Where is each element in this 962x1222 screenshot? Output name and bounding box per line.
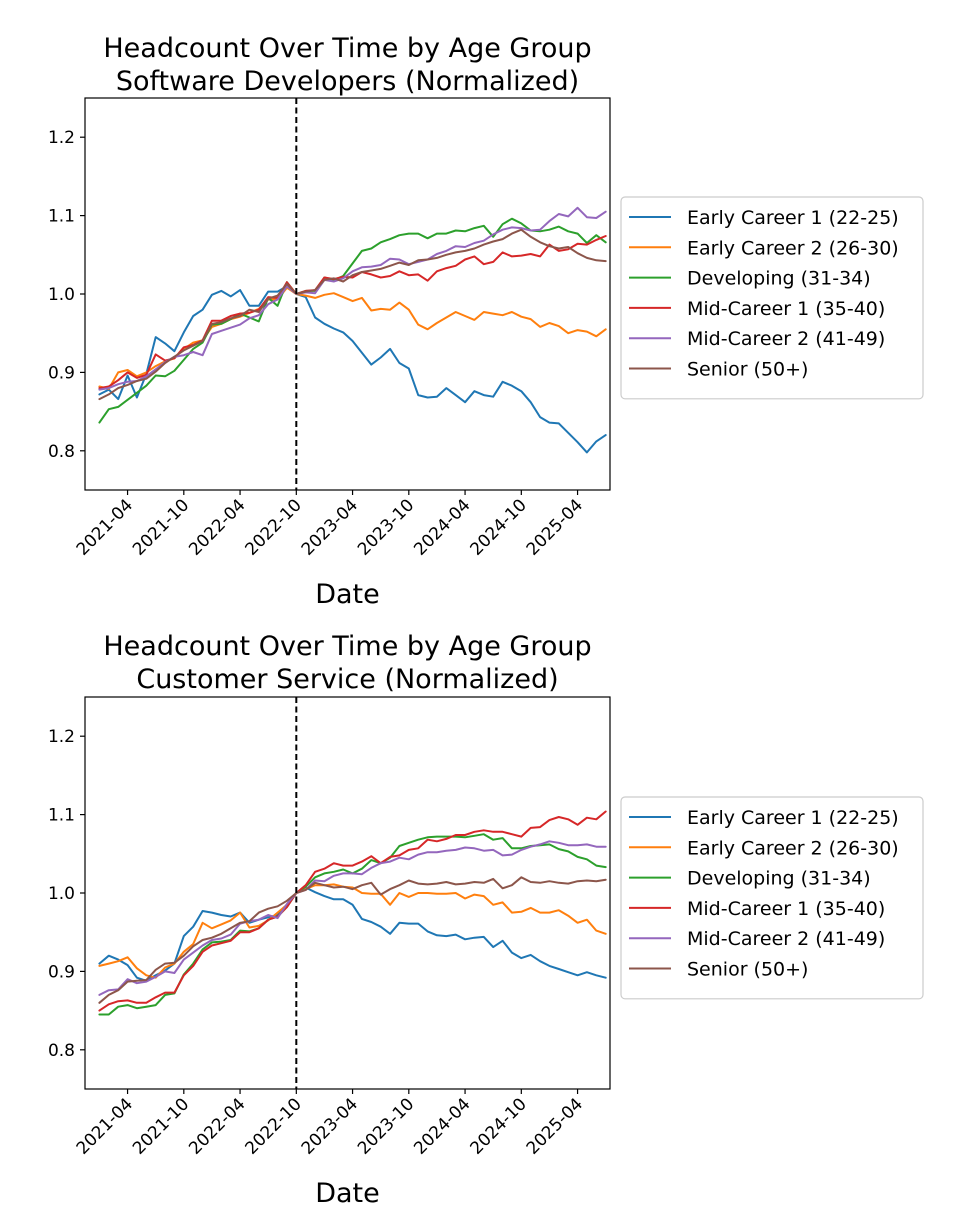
x-tick-label: 2022-10 xyxy=(241,1094,305,1158)
legend-label: Mid-Career 1 (35-40) xyxy=(687,898,885,920)
series-line-5 xyxy=(98,206,607,391)
chart-panel-2: Headcount Over Time by Age GroupCustomer… xyxy=(48,631,924,1209)
series-line-5 xyxy=(98,840,607,996)
plot-frame xyxy=(84,696,611,1090)
series-line-2 xyxy=(98,286,607,390)
legend: Early Career 1 (22-25) Early Career 2 (26… xyxy=(620,796,924,1000)
y-tick-label: 0.8 xyxy=(48,442,75,462)
x-tick-label: 2024-04 xyxy=(410,495,474,559)
y-tick-label: 1.2 xyxy=(48,727,75,747)
series-lines xyxy=(98,810,607,1016)
x-tick-label: 2022-04 xyxy=(185,495,249,559)
x-tick-label: 2023-04 xyxy=(298,495,362,559)
series-line-4 xyxy=(98,810,607,1012)
series-line-1 xyxy=(98,285,607,454)
x-tick-label: 2023-10 xyxy=(354,495,418,559)
x-tick-label: 2024-04 xyxy=(410,1094,474,1158)
x-tick-label: 2021-10 xyxy=(129,495,193,559)
x-tick-label: 2024-10 xyxy=(466,495,530,559)
chart-subtitle: Customer Service (Normalized) xyxy=(136,664,558,695)
x-tick-label: 2025-04 xyxy=(523,495,587,559)
x-tick-label: 2022-04 xyxy=(185,1094,249,1158)
legend-label: Mid-Career 2 (41-49) xyxy=(687,328,885,350)
chart-panel-1: Headcount Over Time by Age GroupSoftware… xyxy=(48,33,924,610)
series-line-3 xyxy=(98,833,607,1016)
x-tick-label: 2021-04 xyxy=(73,1094,137,1158)
y-tick-label: 1.0 xyxy=(48,285,75,305)
plot-frame xyxy=(84,97,611,491)
x-tick-label: 2023-10 xyxy=(354,1094,418,1158)
chart-title: Headcount Over Time by Age Group xyxy=(103,33,591,64)
legend-label: Developing (31-34) xyxy=(687,268,871,290)
x-tick-label: 2023-04 xyxy=(298,1094,362,1158)
legend-box xyxy=(620,196,924,400)
legend-label: Early Career 1 (22-25) xyxy=(687,207,899,229)
legend-label: Early Career 2 (26-30) xyxy=(687,837,899,859)
series-lines xyxy=(98,206,607,454)
y-tick-label: 0.9 xyxy=(48,962,75,982)
y-tick-label: 0.9 xyxy=(48,363,75,383)
x-tick-label: 2024-10 xyxy=(466,1094,530,1158)
x-axis-label: Date xyxy=(315,1178,380,1209)
x-axis-label: Date xyxy=(315,579,380,610)
chart-title: Headcount Over Time by Age Group xyxy=(103,631,591,662)
legend-label: Early Career 2 (26-30) xyxy=(687,237,899,259)
legend-label: Senior (50+) xyxy=(687,959,808,981)
y-tick-label: 1.1 xyxy=(48,806,75,826)
legend-label: Early Career 1 (22-25) xyxy=(687,807,899,829)
series-line-6 xyxy=(98,876,607,1004)
series-line-1 xyxy=(98,886,607,982)
series-line-6 xyxy=(98,228,607,401)
x-tick-label: 2025-04 xyxy=(523,1094,587,1158)
chart-subtitle: Software Developers (Normalized) xyxy=(116,66,579,97)
x-tick-label: 2021-04 xyxy=(73,495,137,559)
y-tick-label: 1.1 xyxy=(48,207,75,227)
legend-label: Senior (50+) xyxy=(687,359,808,381)
legend-label: Mid-Career 1 (35-40) xyxy=(687,298,885,320)
y-tick-label: 1.0 xyxy=(48,884,75,904)
y-tick-label: 1.2 xyxy=(48,128,75,148)
x-tick-label: 2022-10 xyxy=(241,495,305,559)
series-line-3 xyxy=(98,217,607,424)
series-line-4 xyxy=(98,235,607,390)
series-line-2 xyxy=(98,883,607,979)
x-tick-label: 2021-10 xyxy=(129,1094,193,1158)
legend: Early Career 1 (22-25) Early Career 2 (26… xyxy=(620,196,924,400)
legend-label: Mid-Career 2 (41-49) xyxy=(687,928,885,950)
y-tick-label: 0.8 xyxy=(48,1041,75,1061)
legend-box xyxy=(620,796,924,1000)
legend-label: Developing (31-34) xyxy=(687,868,871,890)
